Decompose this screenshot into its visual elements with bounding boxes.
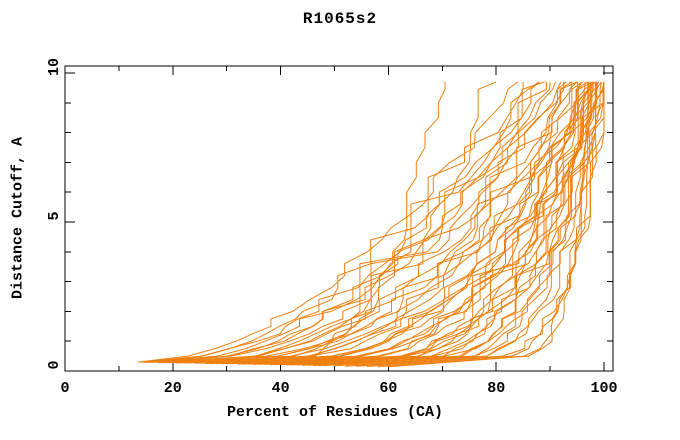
model-curve	[143, 81, 547, 363]
model-curve	[140, 81, 540, 363]
model-curve	[242, 81, 589, 365]
x-tick-label: 0	[60, 380, 69, 397]
model-curve	[323, 81, 597, 367]
model-curve	[253, 81, 446, 365]
model-curve	[172, 81, 589, 364]
model-curve	[178, 81, 573, 364]
model-curve	[232, 81, 572, 365]
model-curve	[285, 81, 602, 366]
model-curve	[151, 81, 551, 363]
model-curve	[175, 81, 545, 364]
chart-title: R1065s2	[302, 10, 378, 28]
y-tick-label: 5	[46, 211, 63, 220]
x-tick-label: 100	[590, 380, 617, 397]
model-curve	[334, 81, 605, 367]
model-curve	[258, 81, 597, 365]
model-curve	[199, 81, 578, 364]
model-curve	[159, 81, 540, 364]
model-curve	[269, 81, 589, 366]
y-axis-title: Distance Cutoff, A	[9, 136, 27, 300]
model-curve	[302, 81, 594, 366]
model-curve	[221, 81, 583, 365]
model-curve	[226, 81, 497, 365]
model-curve	[188, 81, 556, 364]
model-curve	[253, 81, 579, 365]
x-tick-label: 20	[164, 380, 182, 397]
x-tick-label: 60	[379, 380, 397, 397]
model-curve	[148, 81, 565, 363]
model-curve	[167, 81, 562, 364]
model-curve	[291, 81, 586, 366]
model-curve	[137, 81, 519, 363]
plot-frame	[64, 65, 614, 372]
model-curve	[345, 81, 592, 367]
model-curve	[377, 81, 605, 368]
model-curve	[226, 81, 594, 365]
model-curve	[307, 81, 596, 366]
y-tick-label: 0	[46, 360, 63, 369]
model-curve	[356, 81, 605, 367]
model-curve	[145, 81, 524, 363]
x-axis-title: Percent of Residues (CA)	[226, 404, 444, 421]
y-tick-label: 10	[46, 58, 63, 76]
model-curve	[210, 81, 567, 365]
model-curve	[388, 81, 605, 368]
x-tick-label: 80	[487, 380, 505, 397]
model-curve	[156, 81, 578, 363]
model-curve	[366, 81, 602, 367]
x-tick-label: 40	[272, 380, 290, 397]
model-curve	[312, 81, 605, 367]
model-curve	[161, 81, 583, 364]
model-curve	[280, 81, 594, 366]
